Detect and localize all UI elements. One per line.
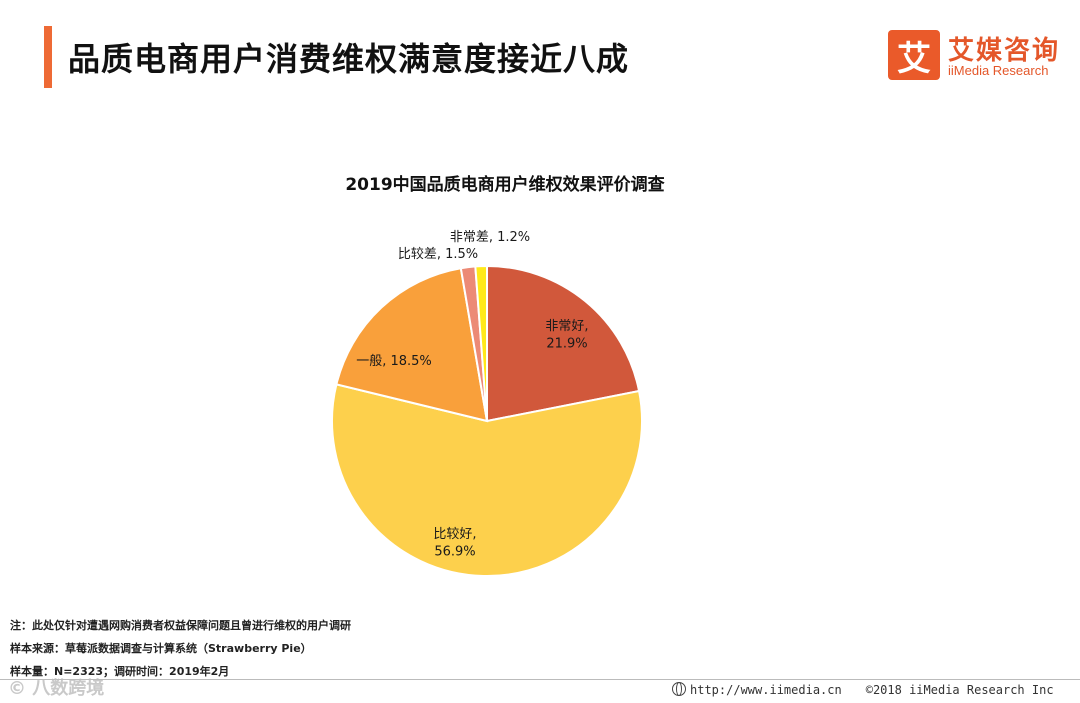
watermark: © 八数跨境 [8, 678, 105, 699]
footnote-source: 样本来源：草莓派数据调查与计算系统（Strawberry Pie） [10, 642, 312, 655]
title-accent-bar [44, 26, 52, 88]
pie-label-3: 比较差, 1.5% [398, 247, 478, 262]
pie-slice-4 [474, 264, 488, 422]
footer-divider [0, 679, 1080, 680]
globe-icon [672, 682, 686, 696]
footer: http://www.iimedia.cn ©2018 iiMedia Resea… [672, 682, 1054, 697]
logo-name-cn: 艾媒咨询 [948, 36, 1061, 66]
chart-title: 2019中国品质电商用户维权效果评价调查 [345, 175, 665, 195]
pie-label-4: 非常差, 1.2% [450, 230, 530, 245]
footer-url[interactable]: http://www.iimedia.cn [690, 683, 842, 697]
logo-name-en: iiMedia Research [948, 63, 1049, 78]
footer-copyright: ©2018 iiMedia Research Inc [865, 683, 1054, 697]
pie-label-2: 一般, 18.5% [356, 353, 432, 369]
footnote-note: 注：此处仅针对遭遇网购消费者权益保障问题且曾进行维权的用户调研 [10, 619, 351, 632]
logo-mark-icon: 艾 [888, 30, 940, 80]
footnote-sample: 样本量：N=2323；调研时间：2019年2月 [10, 665, 230, 678]
brand-logo: 艾 艾媒咨询 iiMedia Research [888, 30, 1073, 82]
pie-label-1: 比较好, 56.9% [433, 527, 476, 560]
pie-label-0: 非常好, 21.9% [545, 319, 588, 352]
pie-slice-1 [331, 383, 643, 577]
footnotes: 注：此处仅针对遭遇网购消费者权益保障问题且曾进行维权的用户调研 样本来源：草莓派… [10, 614, 351, 683]
page-title: 品质电商用户消费维权满意度接近八成 [68, 40, 630, 78]
pie-slice-2 [335, 267, 489, 423]
pie-slice-0 [486, 264, 641, 423]
